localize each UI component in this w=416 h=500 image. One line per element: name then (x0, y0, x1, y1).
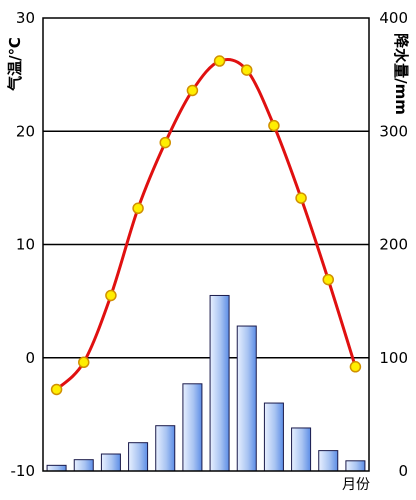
plot-frame (42, 17, 370, 472)
precipitation-bar-6 (182, 383, 203, 472)
precipitation-bar-4 (128, 442, 149, 472)
temperature-point-12 (349, 361, 362, 373)
right-tick-label: 400 (379, 9, 408, 27)
right-tick-label: 0 (398, 462, 408, 480)
precipitation-bar-11 (318, 450, 339, 472)
temperature-point-8 (241, 64, 253, 76)
precipitation-bars (46, 294, 366, 472)
temperature-point-3 (105, 289, 117, 302)
left-tick-label: 0 (25, 349, 35, 367)
temperature-point-11 (322, 273, 334, 286)
left-axis-title: 气温/℃ (6, 37, 24, 92)
right-tick-label: 200 (379, 236, 408, 254)
right-tick-label: 300 (379, 122, 408, 140)
temperature-point-5 (159, 136, 171, 149)
left-tick-label: 30 (16, 9, 35, 27)
temperature-point-1 (50, 383, 63, 396)
left-tick-label: 10 (16, 236, 35, 254)
precipitation-bar-1 (46, 464, 67, 472)
temperature-point-10 (295, 192, 307, 204)
temperature-point-7 (213, 55, 226, 67)
precipitation-bar-2 (73, 459, 94, 472)
precipitation-bar-10 (291, 427, 312, 472)
precipitation-bar-9 (263, 402, 284, 472)
x-axis-title: 月份 (342, 477, 370, 493)
temperature-markers (50, 55, 362, 396)
temperature-point-2 (78, 356, 90, 369)
temperature-point-6 (186, 84, 199, 97)
temperature-point-9 (268, 119, 280, 132)
left-tick-label: -10 (11, 462, 36, 480)
precipitation-bar-7 (209, 294, 230, 472)
precipitation-bar-3 (100, 453, 121, 472)
right-tick-label: 100 (379, 349, 408, 367)
precipitation-bar-8 (236, 325, 257, 472)
right-axis-title: 降水量/mm (392, 33, 410, 115)
precipitation-bar-12 (345, 460, 366, 472)
left-tick-label: 20 (16, 122, 35, 140)
right-axis-ticks: 400 300 200 100 0 (379, 9, 408, 480)
precipitation-bar-5 (155, 425, 176, 472)
grid-lines (43, 130, 369, 359)
left-axis-ticks: 30 20 10 0 -10 (11, 9, 36, 480)
temperature-line (55, 58, 357, 391)
temperature-point-4 (132, 202, 144, 215)
